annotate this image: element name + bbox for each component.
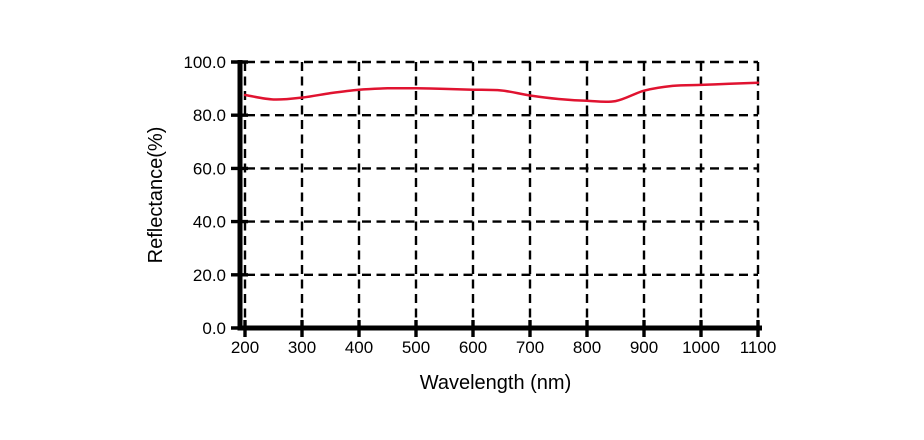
x-tick-label: 600: [459, 338, 487, 357]
reflectance-line: [243, 81, 760, 104]
gridlines: [243, 60, 760, 326]
y-tick-label: 0.0: [202, 319, 226, 338]
y-axis-title: Reflectance(%): [145, 127, 167, 264]
x-tick-label: 800: [573, 338, 601, 357]
tick-labels: 0.0 20.0 40.0 60.0 80.0 100.0 200 300 400 500 600 7…: [183, 53, 776, 357]
y-tick-label: 20.0: [193, 266, 226, 285]
x-axis-title: Wavelength (nm): [420, 372, 572, 394]
x-tick-label: 200: [231, 338, 259, 357]
x-tick-label: 1000: [682, 338, 720, 357]
x-tick-label: 500: [402, 338, 430, 357]
reflectance-line-group: [243, 81, 760, 104]
y-tick-label: 60.0: [193, 159, 226, 178]
x-tick-label: 900: [630, 338, 658, 357]
y-tick-label: 100.0: [183, 53, 226, 72]
x-tick-label: 400: [345, 338, 373, 357]
x-tick-label: 300: [288, 338, 316, 357]
x-tick-label: 700: [516, 338, 544, 357]
axes: [237, 60, 762, 331]
y-tick-label: 80.0: [193, 106, 226, 125]
axis-ticks: [231, 60, 760, 337]
x-tick-label: 1100: [740, 338, 777, 357]
y-tick-label: 40.0: [193, 213, 226, 232]
